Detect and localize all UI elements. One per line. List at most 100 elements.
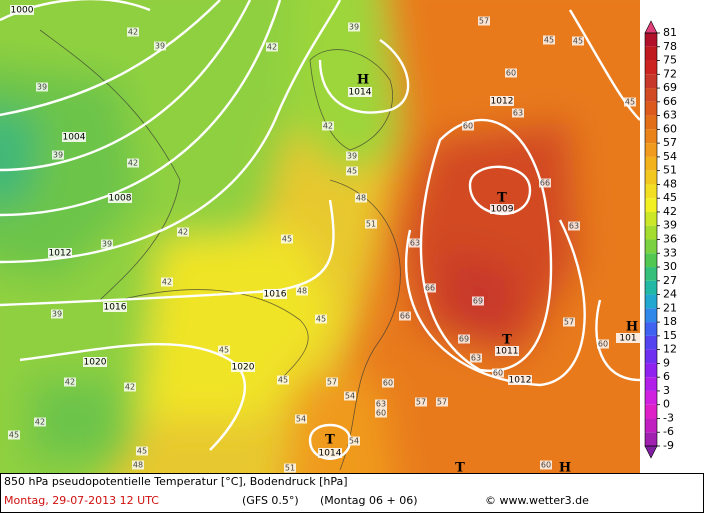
temperature-label: 45 bbox=[282, 235, 292, 244]
colorbar-cell bbox=[645, 294, 657, 309]
colorbar-tick-label: 39 bbox=[663, 219, 677, 232]
colorbar-tick-label: 27 bbox=[663, 274, 677, 287]
temperature-label: 45 bbox=[347, 167, 357, 176]
temperature-label: 45 bbox=[278, 376, 288, 385]
isobar-label-bg bbox=[48, 248, 72, 258]
temperature-label-bg bbox=[382, 378, 394, 388]
temperature-label-bg bbox=[346, 151, 358, 161]
temperature-label-bg bbox=[326, 377, 338, 387]
temperature-label-bg bbox=[34, 417, 46, 427]
temperature-label: 42 bbox=[178, 228, 188, 237]
temperature-label-bg bbox=[295, 414, 307, 424]
temperature-label: 48 bbox=[297, 287, 307, 296]
temperature-label: 42 bbox=[267, 43, 277, 52]
temperature-label-bg bbox=[424, 283, 436, 293]
temperature-label-bg bbox=[436, 397, 448, 407]
isobar-label: 1004 bbox=[63, 133, 86, 143]
isobar-label-bg bbox=[348, 87, 372, 97]
colorbar-tick-label: 75 bbox=[663, 54, 677, 67]
colorbar-tick-label: 42 bbox=[663, 205, 677, 218]
colorbar-tick-label: 6 bbox=[663, 370, 670, 383]
pressure-center: T bbox=[502, 333, 512, 348]
isobar-label: 1011 bbox=[496, 347, 519, 357]
isobar-label: 1009 bbox=[491, 205, 514, 215]
temperature-label: 63 bbox=[376, 400, 386, 409]
temperature-label-bg bbox=[540, 460, 552, 470]
temperature-label-bg bbox=[281, 234, 293, 244]
temperature-label-bg bbox=[346, 166, 358, 176]
footer-title: 850 hPa pseudopotentielle Temperatur [°C… bbox=[4, 475, 348, 488]
temperature-label-bg bbox=[161, 277, 173, 287]
temperature-label-bg bbox=[348, 436, 360, 446]
temperature-label-bg bbox=[51, 309, 63, 319]
temperature-label-bg bbox=[543, 35, 555, 45]
colorbar-tick-label: 21 bbox=[663, 301, 677, 314]
temperature-label: 45 bbox=[625, 98, 635, 107]
temperature-label-bg bbox=[101, 239, 113, 249]
colorbar-cell bbox=[645, 46, 657, 61]
isobar-label: 101 bbox=[619, 334, 636, 344]
colorbar-cell bbox=[645, 129, 657, 144]
temperature-label-bg bbox=[277, 375, 289, 385]
temperature-label: 54 bbox=[345, 392, 355, 401]
colorbar-cell bbox=[645, 211, 657, 226]
temperature-label: 42 bbox=[65, 378, 75, 387]
pressure-center: H bbox=[626, 320, 638, 335]
temperature-label-bg bbox=[136, 446, 148, 456]
colorbar-cell bbox=[645, 184, 657, 199]
colorbar-cell bbox=[645, 101, 657, 116]
pressure-center: T bbox=[325, 433, 335, 448]
temperature-label-bg bbox=[597, 339, 609, 349]
pressure-center: H bbox=[559, 461, 571, 476]
temperature-label-bg bbox=[322, 121, 334, 131]
isobar-label-bg bbox=[490, 204, 514, 214]
colorbar-cell bbox=[645, 239, 657, 254]
colorbar-cell bbox=[645, 418, 657, 433]
temperature-label: 60 bbox=[541, 461, 551, 470]
isobar-label: 1012 bbox=[49, 249, 72, 259]
colorbar-tick-label: 15 bbox=[663, 329, 677, 342]
temperature-label: 39 bbox=[155, 42, 165, 51]
temperature-label-bg bbox=[344, 391, 356, 401]
colorbar-cell bbox=[645, 33, 657, 47]
temperature-label: 69 bbox=[473, 297, 483, 306]
temperature-label: 60 bbox=[383, 379, 393, 388]
isobar-label-bg bbox=[62, 132, 86, 142]
temperature-label: 66 bbox=[540, 179, 550, 188]
colorbar-tick-label: 51 bbox=[663, 164, 677, 177]
temperature-label-bg bbox=[458, 334, 470, 344]
temperature-label: 45 bbox=[9, 431, 19, 440]
footer-date: Montag, 29-07-2013 12 UTC bbox=[4, 494, 159, 507]
colorbar-tick-label: 12 bbox=[663, 343, 677, 356]
isobar-label: 1016 bbox=[104, 303, 127, 313]
isobar-label: 1012 bbox=[491, 97, 514, 107]
temperature-label-bg bbox=[624, 97, 636, 107]
colorbar-tick-label: 72 bbox=[663, 67, 677, 80]
isobar-label: 1014 bbox=[319, 449, 342, 459]
colorbar-cell bbox=[645, 390, 657, 405]
temperature-label-bg bbox=[154, 41, 166, 51]
isobar-label: 1016 bbox=[264, 290, 287, 300]
temperature-label-bg bbox=[64, 377, 76, 387]
colorbar-tick-label: 69 bbox=[663, 81, 677, 94]
temperature-label: 57 bbox=[416, 398, 426, 407]
temperature-label: 60 bbox=[506, 69, 516, 78]
footer-model: (GFS 0.5°) bbox=[242, 494, 299, 507]
colorbar-cell bbox=[645, 335, 657, 350]
temperature-label-bg bbox=[315, 314, 327, 324]
colorbar-cell bbox=[645, 308, 657, 323]
isobar-label: 1020 bbox=[232, 363, 255, 373]
temperature-label: 42 bbox=[128, 28, 138, 37]
colorbar-cell bbox=[645, 253, 657, 268]
colorbar-cell bbox=[645, 170, 657, 185]
footer-panel bbox=[0, 473, 704, 513]
colorbar-tick-label: 63 bbox=[663, 109, 677, 122]
temperature-label: 60 bbox=[376, 409, 386, 418]
temperature-label-bg bbox=[505, 68, 517, 78]
colorbar-tick-label: -9 bbox=[663, 439, 674, 452]
temperature-label-bg bbox=[284, 463, 296, 473]
temperature-label-bg bbox=[572, 36, 584, 46]
temperature-label: 63 bbox=[569, 222, 579, 231]
colorbar-tick-label: 36 bbox=[663, 233, 677, 246]
